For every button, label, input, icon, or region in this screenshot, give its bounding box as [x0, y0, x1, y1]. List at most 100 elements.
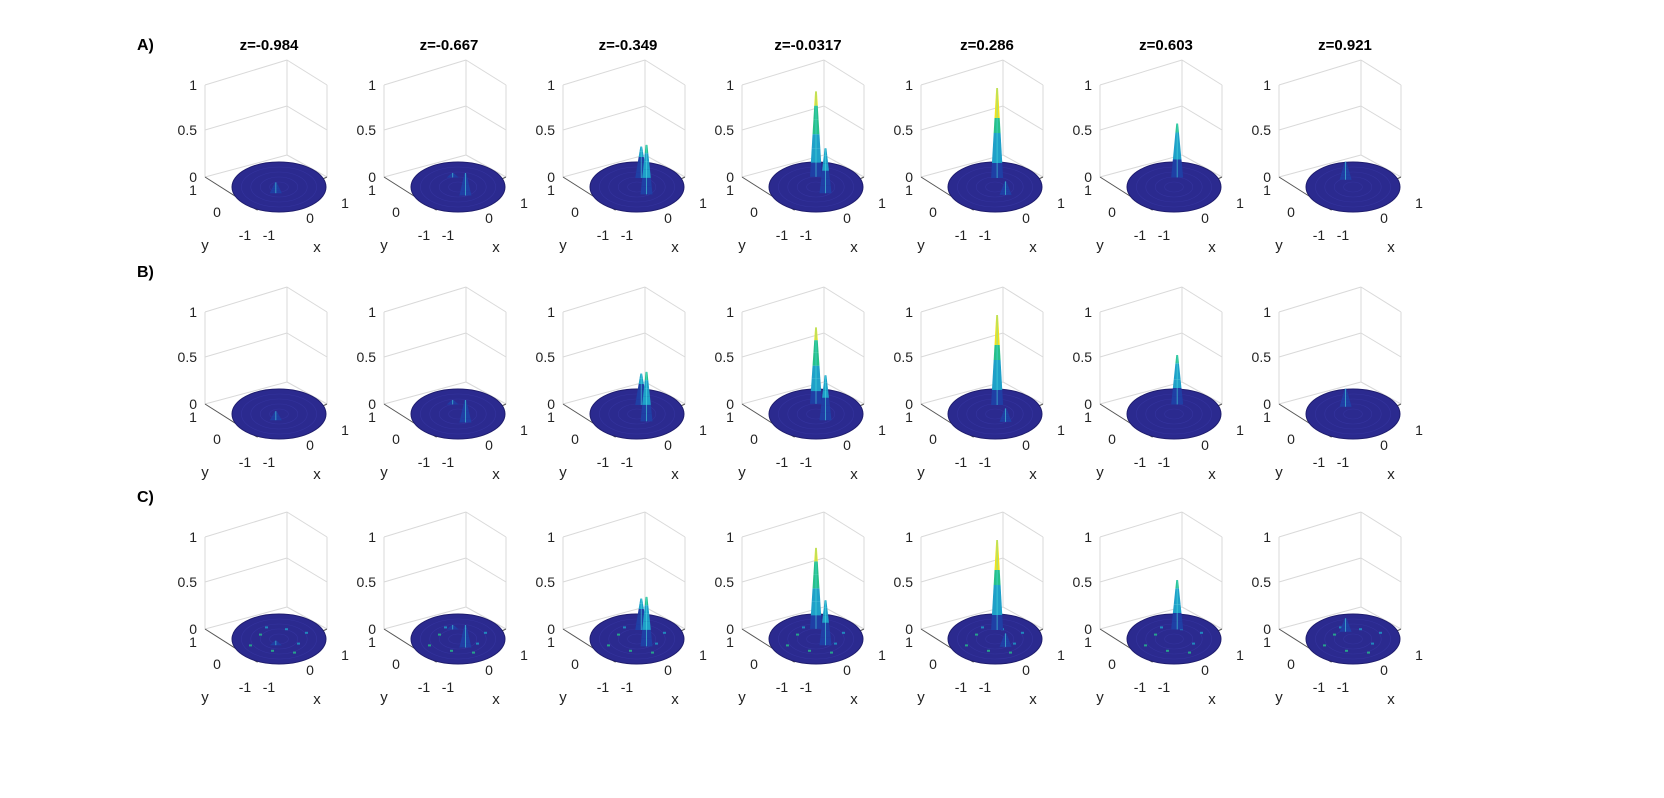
z-tick-label: 0 — [368, 621, 376, 637]
grid-line — [1278, 154, 1362, 178]
y-tick-label: 1 — [726, 182, 734, 198]
y-tick-label: -1 — [776, 454, 789, 470]
y-tick-label: 0 — [1108, 656, 1116, 672]
axes-box — [1278, 511, 1402, 630]
y-tick-label: 1 — [368, 409, 376, 425]
grid-line — [741, 511, 825, 538]
y-tick-label: -1 — [1134, 679, 1147, 695]
surface-disk — [410, 388, 506, 440]
mesh-ring — [241, 393, 317, 435]
grid-line — [383, 606, 467, 630]
column-title: z=-0.349 — [599, 37, 658, 54]
z-tick-label: 1 — [905, 304, 913, 320]
y-tick-label: 1 — [905, 634, 913, 650]
grid-line — [383, 105, 467, 131]
x-axis-label: x — [313, 691, 321, 708]
x-tick-label: 0 — [664, 437, 672, 453]
grid-line — [1278, 332, 1362, 358]
noise-mark — [297, 642, 300, 645]
grid-line — [741, 59, 825, 86]
y-tick-label: 0 — [1287, 431, 1295, 447]
mesh-ring — [259, 628, 299, 650]
mesh-ring — [1164, 408, 1184, 420]
axes-box — [920, 59, 1044, 178]
noise-mark — [965, 644, 968, 647]
grid-line — [204, 381, 288, 405]
z-tick-label: 0.5 — [1252, 574, 1272, 590]
noise-mark — [1021, 631, 1024, 634]
surface-peak — [999, 408, 1012, 422]
grid-line — [823, 105, 865, 131]
axes-box — [1278, 59, 1402, 178]
x-tick-label: 1 — [1057, 647, 1065, 663]
surface-peak — [459, 624, 472, 648]
noise-mark — [1379, 631, 1382, 634]
mesh-ring — [250, 623, 308, 655]
grid-line — [741, 286, 825, 313]
y-tick-label: 0 — [571, 204, 579, 220]
x-axis-label: x — [1387, 466, 1395, 483]
axes-box — [562, 511, 686, 630]
y-tick-label: 0 — [571, 656, 579, 672]
x-tick-label: 0 — [1022, 437, 1030, 453]
surface-peak — [459, 172, 472, 196]
surface-peak — [640, 144, 653, 195]
surface-peak — [1339, 388, 1352, 407]
z-tick-label: 0 — [1084, 169, 1092, 185]
x-tick-label: 1 — [1057, 422, 1065, 438]
grid-line — [204, 105, 288, 131]
y-axis-label: y — [1096, 237, 1104, 254]
axes-box — [741, 511, 865, 630]
y-axis-label: y — [738, 464, 746, 481]
noise-mark — [981, 626, 984, 629]
z-tick-label: 0.5 — [536, 122, 556, 138]
x-tick-label: 0 — [1201, 437, 1209, 453]
z-tick-label: 1 — [547, 77, 555, 93]
z-tick-label: 0 — [547, 396, 555, 412]
grid-line — [562, 154, 646, 178]
y-tick-label: 1 — [189, 634, 197, 650]
axes-box — [204, 286, 328, 405]
x-tick-label: 0 — [843, 210, 851, 226]
z-tick-label: 1 — [189, 529, 197, 545]
z-tick-label: 0.5 — [178, 574, 198, 590]
grid-line — [644, 286, 686, 313]
z-tick-label: 0.5 — [894, 574, 914, 590]
y-tick-label: 1 — [547, 409, 555, 425]
z-tick-label: 0.5 — [357, 574, 377, 590]
y-tick-label: 0 — [929, 656, 937, 672]
grid-line — [562, 105, 646, 131]
x-tick-label: -1 — [442, 454, 455, 470]
y-tick-label: -1 — [955, 227, 968, 243]
noise-mark — [834, 642, 837, 645]
z-tick-label: 1 — [1263, 529, 1271, 545]
noise-mark — [987, 649, 990, 652]
y-tick-label: 1 — [1263, 634, 1271, 650]
y-tick-label: 0 — [750, 204, 758, 220]
x-tick-label: 1 — [1236, 422, 1244, 438]
y-tick-label: -1 — [239, 679, 252, 695]
x-axis-label: x — [1387, 239, 1395, 256]
grid-line — [1360, 286, 1402, 313]
grid-line — [741, 105, 825, 131]
grid-line — [1360, 105, 1402, 131]
x-tick-label: -1 — [800, 227, 813, 243]
grid-line — [562, 557, 646, 583]
x-tick-label: -1 — [1158, 679, 1171, 695]
y-tick-label: -1 — [418, 454, 431, 470]
x-axis-label: x — [1029, 239, 1037, 256]
z-tick-label: 0 — [726, 621, 734, 637]
y-axis-label: y — [1275, 689, 1283, 706]
mesh-ring — [1324, 398, 1382, 430]
grid-line — [465, 286, 507, 313]
surface-peak — [819, 148, 832, 194]
grid-line — [286, 557, 328, 583]
x-tick-label: 1 — [1236, 647, 1244, 663]
noise-mark — [259, 633, 262, 636]
